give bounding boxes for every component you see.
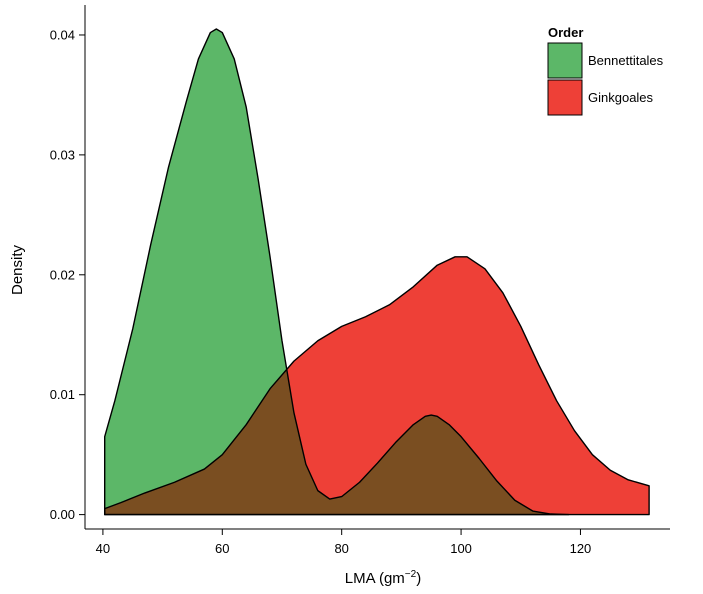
- y-tick-label: 0.02: [50, 267, 75, 282]
- y-tick-label: 0.04: [50, 27, 75, 42]
- y-ticks: 0.00 0.01 0.02 0.03 0.04: [50, 27, 85, 522]
- density-areas: [103, 28, 650, 516]
- legend-swatch-bennettitales: [547, 42, 583, 79]
- x-axis-label-exponent: −2: [405, 569, 417, 580]
- x-tick-label: 100: [450, 541, 472, 556]
- x-axis-label: LMA (gm−2): [345, 569, 421, 587]
- x-tick-label: 80: [334, 541, 348, 556]
- y-tick-label: 0.03: [50, 147, 75, 162]
- x-ticks: 40 60 80 100 120: [96, 529, 592, 556]
- axes: [84, 5, 670, 530]
- y-axis-label: Density: [9, 244, 26, 295]
- legend-title: Order: [548, 25, 583, 40]
- legend-label-bennettitales: Bennettitales: [588, 53, 664, 68]
- y-tick-label: 0.00: [50, 507, 75, 522]
- x-tick-label: 60: [215, 541, 229, 556]
- legend-swatch-ginkgoales: [547, 79, 583, 116]
- legend-label-ginkgoales: Ginkgoales: [588, 90, 654, 105]
- y-tick-label: 0.01: [50, 387, 75, 402]
- legend: Order Bennettitales Ginkgoales: [547, 25, 664, 116]
- area-outline-ginkgoales: [103, 256, 650, 516]
- x-tick-label: 120: [570, 541, 592, 556]
- area-bennettitales: [104, 28, 569, 515]
- area-outline-bennettitales: [103, 28, 570, 516]
- x-tick-label: 40: [96, 541, 110, 556]
- x-axis-label-close: ): [416, 570, 421, 587]
